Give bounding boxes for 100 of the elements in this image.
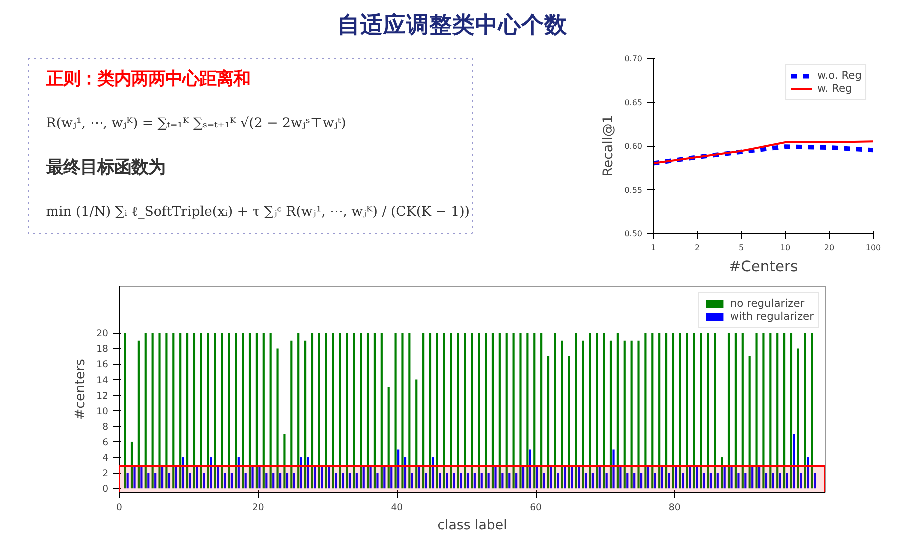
bar [360,333,362,489]
line-series [654,144,874,166]
bar [443,333,446,489]
x-tick-label: 80 [668,502,681,514]
bar [582,340,584,489]
bar [453,473,456,489]
bar [506,333,508,489]
bar [210,458,212,489]
bar [502,473,504,489]
y-tick-label: 6 [102,437,109,448]
bar [235,333,238,489]
bar [148,473,150,489]
bar [124,333,126,489]
bar [474,473,476,489]
bar [710,473,712,489]
y-tick-label: 10 [96,406,109,418]
bar [630,340,633,489]
bar [130,442,134,489]
bar [793,434,796,489]
bar [244,473,247,489]
bar [425,473,428,489]
bar [529,450,532,489]
y-tick-label: 14 [96,375,109,386]
bar [398,450,400,489]
bar [186,333,189,489]
bar [342,473,344,489]
bar [658,333,661,489]
bar [610,340,612,489]
bar [804,333,806,489]
bar [370,465,372,489]
bar [339,333,342,489]
bar [606,473,608,489]
bar [394,333,397,489]
x-tick-label: 5 [738,244,744,252]
bar [661,465,664,489]
y-axis-title: Recall@1 [602,115,617,177]
bar [772,473,774,489]
bar [258,465,261,489]
bar [596,333,598,489]
bar [484,333,488,489]
y-tick-label: 0 [102,484,109,496]
bar [758,465,761,489]
bar [154,473,157,489]
bar [790,333,793,489]
bar [682,473,684,489]
bar [193,333,196,489]
bar [411,473,414,489]
bar [376,473,379,489]
bar [786,473,788,489]
bar [429,333,432,489]
bar [348,473,352,489]
bar [730,465,733,489]
bar [138,340,140,489]
bar [432,458,434,489]
bar [584,473,588,489]
bar [362,465,365,489]
bar [332,333,334,489]
bar [374,333,376,489]
bar [166,333,168,489]
bar [304,340,307,489]
bar [318,333,320,489]
bar [207,333,210,489]
bar [800,473,802,489]
bar [325,333,328,489]
bar [158,333,161,489]
bar [280,473,282,489]
bar [478,333,480,489]
bar [696,465,698,489]
bar [446,473,448,489]
y-tick-label: 16 [96,360,109,371]
bar [647,465,650,489]
bar [779,473,782,489]
line-series [654,140,874,164]
x-tick-label: 20 [252,502,264,514]
bar [770,333,772,489]
bar [561,340,564,489]
bar [765,473,768,489]
x-axis-title: #Centers [728,258,798,276]
bar [450,333,452,489]
y-tick-label: 4 [102,453,109,464]
bar [276,348,279,489]
y-tick-label: 0.60 [624,142,642,151]
bar [707,333,710,489]
bar [700,333,702,489]
bar [536,465,538,489]
bar [252,465,254,489]
bar [408,333,411,489]
x-axis-title: class label [438,518,508,534]
x-tick-label: 100 [866,244,882,252]
bar [603,333,606,489]
bar [742,333,744,489]
bar [714,333,716,489]
bar [665,333,668,489]
bar [522,465,525,489]
y-tick-label: 2 [102,468,109,480]
bar [776,333,779,489]
bar [592,473,594,489]
bar [200,333,202,489]
bar [756,333,758,489]
bar [314,465,316,489]
